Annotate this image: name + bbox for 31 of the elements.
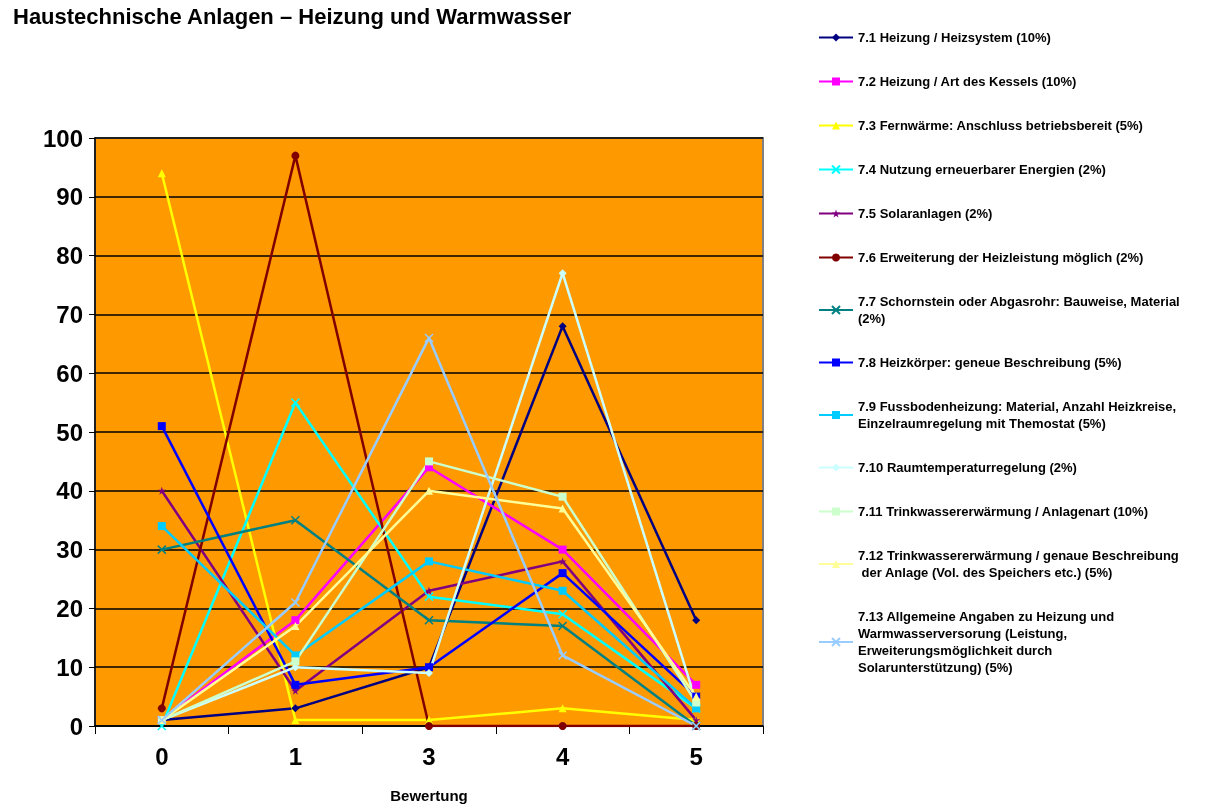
y-tick-label: 30: [56, 536, 83, 564]
y-tick-label: 90: [56, 183, 83, 211]
x-tick-label: 5: [689, 742, 703, 770]
legend-label: 7.3 Fernwärme: Anschluss betriebsbereit (5%): [858, 118, 1143, 133]
y-tick-label: 20: [56, 594, 83, 622]
y-tick-label: 0: [69, 712, 83, 740]
legend-label: 7.13 Allgemeine Angaben zu Heizung und Warmwasserversorung (Leistung, Erweiterungsmöglichkeit durch Solarunterstützung) (5%): [858, 609, 1118, 675]
y-tick-label: 10: [56, 653, 83, 681]
legend-label: 7.12 Trinkwassererwärmung / genaue Beschreibung der Anlage (Vol. des Speichers etc.) (5%): [858, 548, 1179, 580]
legend-label: 7.10 Raumtemperaturregelung (2%): [858, 460, 1077, 475]
legend-label: 7.1 Heizung / Heizsystem (10%): [858, 30, 1051, 45]
legend-label: 7.7 Schornstein oder Abgasrohr: Bauweise, Material (2%): [858, 294, 1184, 326]
legend-label: 7.9 Fussbodenheizung: Material, Anzahl Heizkreise, Einzelraumregelung mit Themostat (5%): [858, 399, 1180, 431]
x-tick-label: 4: [555, 742, 570, 770]
x-axis-title: Bewertung: [390, 787, 468, 804]
y-tick-label: 60: [56, 359, 83, 387]
legend-label: 7.4 Nutzung erneuerbarer Energien (2%): [858, 162, 1106, 177]
legend-label: 7.5 Solaranlagen (2%): [858, 206, 993, 221]
legend-label: 7.11 Trinkwassererwärmung / Anlagenart (10%): [858, 504, 1148, 519]
legend-label: 7.2 Heizung / Art des Kessels (10%): [858, 74, 1077, 89]
chart-title: Haustechnische Anlagen – Heizung und Warmwasser: [13, 3, 572, 29]
legend-label: 7.8 Heizkörper: geneue Beschreibung (5%): [858, 355, 1122, 370]
legend-label: 7.6 Erweiterung der Heizleistung möglich (2%): [858, 250, 1144, 265]
x-tick-label: 3: [422, 742, 436, 770]
x-tick-label: 1: [288, 742, 303, 770]
y-tick-label: 70: [56, 300, 83, 328]
y-tick-label: 40: [56, 477, 83, 505]
y-tick-label: 100: [42, 124, 83, 152]
y-tick-label: 80: [56, 242, 83, 270]
x-tick-label: 0: [155, 742, 169, 770]
y-tick-label: 50: [56, 418, 83, 446]
